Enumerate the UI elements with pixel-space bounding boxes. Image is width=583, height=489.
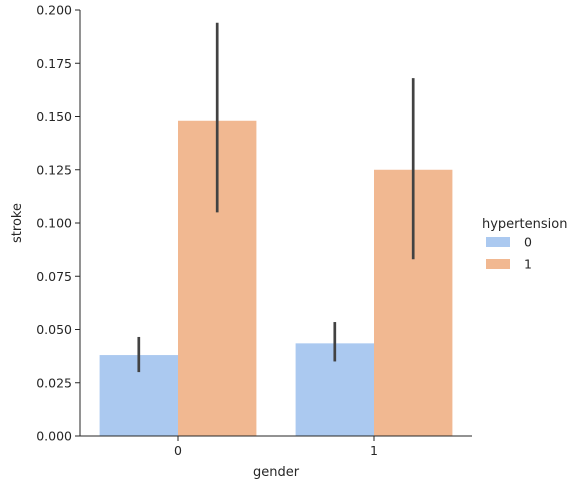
legend-swatch-0 [486, 237, 510, 247]
error-bars [137, 22, 415, 373]
y-tick-label: 0.200 [36, 3, 72, 18]
y-axis-label: stroke [10, 203, 25, 243]
y-tick-label: 0.150 [36, 109, 72, 124]
legend-title: hypertension [482, 217, 567, 232]
legend: hypertension 0 1 [482, 217, 567, 272]
x-tick-label: 0 [174, 443, 182, 458]
y-tick-label: 0.000 [36, 429, 72, 444]
x-axis-label: gender [253, 465, 300, 480]
legend-label-0: 0 [524, 235, 532, 250]
y-tick-label: 0.075 [36, 269, 72, 284]
y-tick-label: 0.175 [36, 56, 72, 71]
y-tick-label: 0.100 [36, 216, 72, 231]
x-tick-label: 1 [370, 443, 378, 458]
y-tick-label: 0.025 [36, 375, 72, 390]
y-tick-label: 0.125 [36, 162, 72, 177]
bars [99, 120, 453, 436]
axes: 0.000 0.025 0.050 0.075 0.100 0.125 0.150 0.175… [10, 3, 472, 480]
y-tick-label: 0.050 [36, 322, 72, 337]
legend-swatch-1 [486, 259, 510, 269]
legend-label-1: 1 [524, 257, 532, 272]
